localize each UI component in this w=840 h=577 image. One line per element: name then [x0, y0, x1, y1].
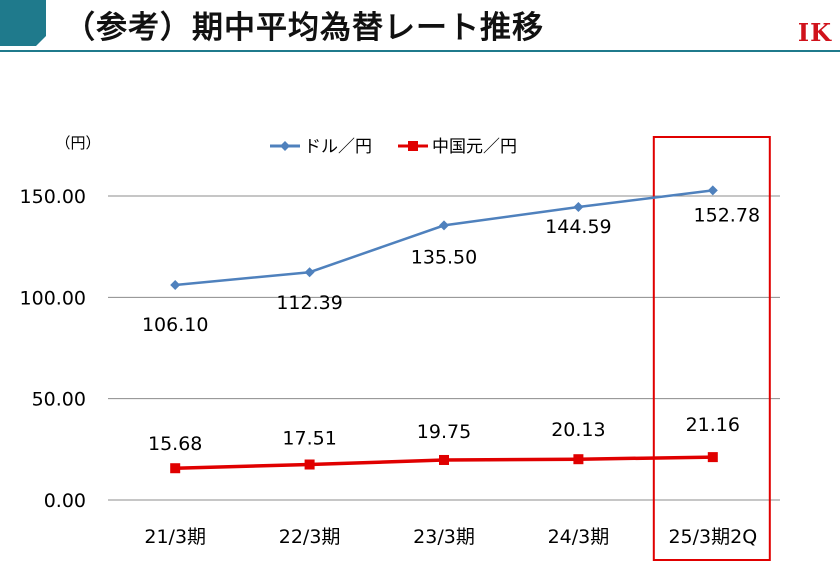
legend-marker — [408, 141, 418, 151]
data-label-cny: 21.16 — [686, 414, 740, 436]
data-label-usd: 135.50 — [411, 246, 477, 268]
x-tick-label: 24/3期 — [548, 526, 610, 548]
page-title: （参考）期中平均為替レート推移 — [64, 10, 544, 46]
title-accent-tab — [0, 0, 46, 46]
legend-marker — [280, 141, 290, 151]
legend-label: ドル／円 — [304, 137, 372, 157]
x-tick-label: 23/3期 — [413, 526, 475, 548]
x-tick-label: 21/3期 — [144, 526, 206, 548]
company-logo: IK — [797, 18, 832, 47]
data-point-usd — [707, 185, 718, 196]
data-label-cny: 15.68 — [148, 433, 202, 455]
x-tick-label: 22/3期 — [279, 526, 341, 548]
data-point-cny — [573, 454, 584, 465]
data-label-usd: 106.10 — [142, 314, 208, 336]
data-label-usd: 112.39 — [276, 292, 342, 314]
y-tick-label: 0.00 — [44, 490, 86, 512]
data-point-cny — [439, 454, 449, 465]
y-tick-label: 150.00 — [20, 186, 86, 208]
series-line-usd — [175, 189, 713, 287]
data-point-cny — [304, 459, 315, 470]
data-label-cny: 17.51 — [282, 428, 336, 450]
legend-label: 中国元／円 — [432, 137, 517, 157]
title-underline — [0, 50, 840, 52]
y-tick-label: 50.00 — [32, 389, 86, 411]
data-point-usd — [170, 279, 181, 290]
data-point-cny — [170, 463, 181, 474]
y-tick-label: 100.00 — [20, 287, 86, 309]
y-axis-unit-label: （円） — [55, 134, 100, 152]
x-tick-label: 25/3期2Q — [668, 526, 757, 548]
data-label-usd: 144.59 — [545, 216, 611, 238]
data-label-cny: 20.13 — [551, 419, 605, 441]
highlight-box — [652, 136, 771, 561]
data-point-usd — [573, 201, 584, 212]
data-point-usd — [304, 267, 315, 278]
data-point-usd — [439, 220, 449, 231]
data-point-cny — [707, 452, 718, 463]
data-label-usd: 152.78 — [694, 204, 760, 226]
data-label-cny: 19.75 — [417, 421, 471, 443]
